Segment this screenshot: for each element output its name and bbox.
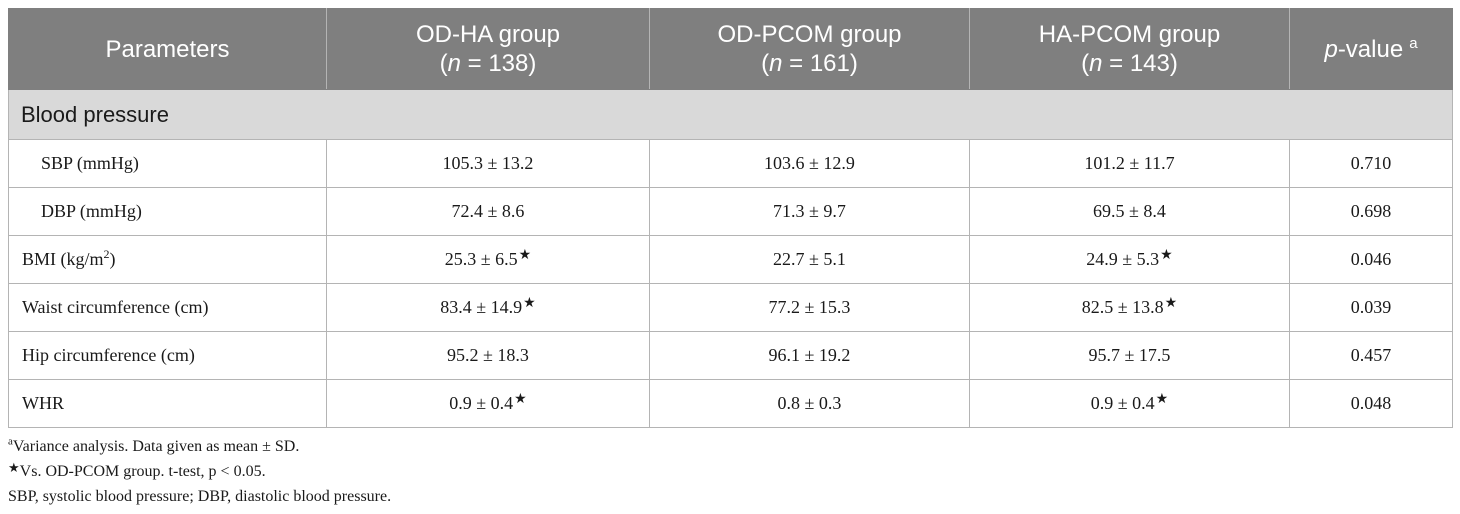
ha-pcom-value: 0.9 ± 0.4 [1090, 393, 1155, 413]
data-table: Parameters OD-HA group (n = 138) OD-PCOM… [8, 8, 1453, 428]
ha-pcom-value: 95.7 ± 17.5 [1088, 345, 1171, 365]
ha-pcom-cell: 95.7 ± 17.5 [969, 331, 1290, 380]
p-value-cell: 0.039 [1289, 283, 1453, 332]
header-od-ha-name: OD-HA group [415, 21, 561, 48]
header-p-sup: a [1409, 34, 1418, 52]
ha-pcom-value: 24.9 ± 5.3 [1086, 249, 1160, 269]
od-pcom-cell: 96.1 ± 19.2 [649, 331, 970, 380]
header-p-rest: -value [1337, 35, 1404, 63]
table-header: Parameters OD-HA group (n = 138) OD-PCOM… [8, 8, 1453, 90]
header-parameters: Parameters [8, 8, 327, 90]
p-value-cell: 0.698 [1289, 187, 1453, 236]
footnote-a: aVariance analysis. Data given as mean ±… [8, 434, 1452, 459]
table-body: SBP (mmHg) 105.3 ± 13.2 103.6 ± 12.9 101… [8, 139, 1453, 428]
table-row: BMI (kg/m2) 25.3 ± 6.5★ 22.7 ± 5.1 24.9 … [8, 235, 1453, 284]
header-od-ha-open: ( [439, 50, 448, 77]
od-ha-value: 25.3 ± 6.5 [444, 249, 518, 269]
param-cell: Hip circumference (cm) [8, 331, 327, 380]
header-ha-pcom-n: n [1089, 50, 1103, 77]
od-ha-value: 0.9 ± 0.4 [449, 393, 514, 413]
header-od-pcom-n: n [769, 50, 783, 77]
star-icon: ★ [518, 248, 532, 263]
od-ha-cell: 105.3 ± 13.2 [326, 139, 650, 188]
header-od-ha-count: = 138) [460, 50, 537, 77]
table-row: Waist circumference (cm) 83.4 ± 14.9★ 77… [8, 283, 1453, 332]
ha-pcom-value: 69.5 ± 8.4 [1093, 201, 1166, 221]
od-pcom-cell: 0.8 ± 0.3 [649, 379, 970, 428]
od-ha-value: 105.3 ± 13.2 [442, 153, 534, 173]
od-pcom-cell: 71.3 ± 9.7 [649, 187, 970, 236]
param-cell: Waist circumference (cm) [8, 283, 327, 332]
section-row: Blood pressure [8, 89, 1453, 140]
header-ha-pcom-count: = 143) [1102, 50, 1178, 77]
od-ha-cell: 95.2 ± 18.3 [326, 331, 650, 380]
footnote-abbreviations: SBP, systolic blood pressure; DBP, diast… [8, 488, 392, 505]
p-value-cell: 0.457 [1289, 331, 1453, 380]
header-od-ha: OD-HA group (n = 138) [326, 8, 650, 90]
header-od-pcom-count: = 161) [782, 50, 858, 77]
ha-pcom-value: 101.2 ± 11.7 [1084, 153, 1175, 173]
param-label-end: ) [109, 249, 116, 269]
header-ha-pcom: HA-PCOM group (n = 143) [969, 8, 1290, 90]
param-superscript: 2 [103, 247, 110, 261]
section-title: Blood pressure [8, 89, 1453, 140]
table-row: SBP (mmHg) 105.3 ± 13.2 103.6 ± 12.9 101… [8, 139, 1453, 188]
p-value-cell: 0.046 [1289, 235, 1453, 284]
header-p-value: p-value a [1289, 8, 1453, 90]
footnote-star-icon: ★ [8, 460, 20, 475]
footnote-star: ★Vs. OD-PCOM group. t-test, p < 0.05. [8, 459, 1452, 484]
param-cell: WHR [8, 379, 327, 428]
param-cell: SBP (mmHg) [8, 139, 327, 188]
ha-pcom-cell: 0.9 ± 0.4★ [969, 379, 1290, 428]
table-row: DBP (mmHg) 72.4 ± 8.6 71.3 ± 9.7 69.5 ± … [8, 187, 1453, 236]
table-row: WHR 0.9 ± 0.4★ 0.8 ± 0.3 0.9 ± 0.4★ 0.04… [8, 379, 1453, 428]
star-icon: ★ [1155, 392, 1169, 407]
header-od-pcom-name: OD-PCOM group [717, 21, 902, 48]
footnote-a-mark: a [8, 435, 13, 448]
od-pcom-cell: 103.6 ± 12.9 [649, 139, 970, 188]
od-ha-cell: 72.4 ± 8.6 [326, 187, 650, 236]
star-icon: ★ [514, 392, 527, 407]
header-p-italic: p [1324, 35, 1338, 63]
header-od-pcom-open: ( [761, 50, 770, 77]
header-parameters-label: Parameters [105, 35, 230, 63]
header-ha-pcom-open: ( [1081, 50, 1090, 77]
footnote-a-text: Variance analysis. Data given as mean ± … [12, 438, 300, 455]
ha-pcom-cell: 69.5 ± 8.4 [969, 187, 1290, 236]
param-label: BMI (kg/m [22, 249, 104, 269]
od-ha-value: 83.4 ± 14.9 [440, 297, 523, 317]
p-value-cell: 0.048 [1289, 379, 1453, 428]
header-row: Parameters OD-HA group (n = 138) OD-PCOM… [8, 8, 1453, 90]
od-ha-cell: 0.9 ± 0.4★ [326, 379, 650, 428]
ha-pcom-cell: 82.5 ± 13.8★ [969, 283, 1290, 332]
header-od-ha-n: n [447, 50, 461, 77]
ha-pcom-value: 82.5 ± 13.8 [1081, 297, 1164, 317]
star-icon: ★ [523, 296, 536, 311]
od-ha-value: 72.4 ± 8.6 [451, 201, 525, 221]
star-icon: ★ [1160, 248, 1173, 263]
od-pcom-cell: 77.2 ± 15.3 [649, 283, 970, 332]
section-body: Blood pressure [8, 89, 1453, 140]
table-row: Hip circumference (cm) 95.2 ± 18.3 96.1 … [8, 331, 1453, 380]
ha-pcom-cell: 101.2 ± 11.7 [969, 139, 1290, 188]
header-od-pcom: OD-PCOM group (n = 161) [649, 8, 970, 90]
ha-pcom-cell: 24.9 ± 5.3★ [969, 235, 1290, 284]
table-container: Parameters OD-HA group (n = 138) OD-PCOM… [8, 8, 1453, 509]
star-icon: ★ [1164, 296, 1178, 311]
od-ha-cell: 83.4 ± 14.9★ [326, 283, 650, 332]
od-ha-value: 95.2 ± 18.3 [447, 345, 529, 365]
footnote-star-text: Vs. OD-PCOM group. t-test, p < 0.05. [19, 463, 266, 480]
header-ha-pcom-name: HA-PCOM group [1038, 21, 1221, 48]
od-pcom-cell: 22.7 ± 5.1 [649, 235, 970, 284]
footnotes: aVariance analysis. Data given as mean ±… [8, 434, 1452, 509]
p-value-cell: 0.710 [1289, 139, 1453, 188]
param-cell: DBP (mmHg) [8, 187, 327, 236]
param-cell: BMI (kg/m2) [8, 235, 327, 284]
od-ha-cell: 25.3 ± 6.5★ [326, 235, 650, 284]
